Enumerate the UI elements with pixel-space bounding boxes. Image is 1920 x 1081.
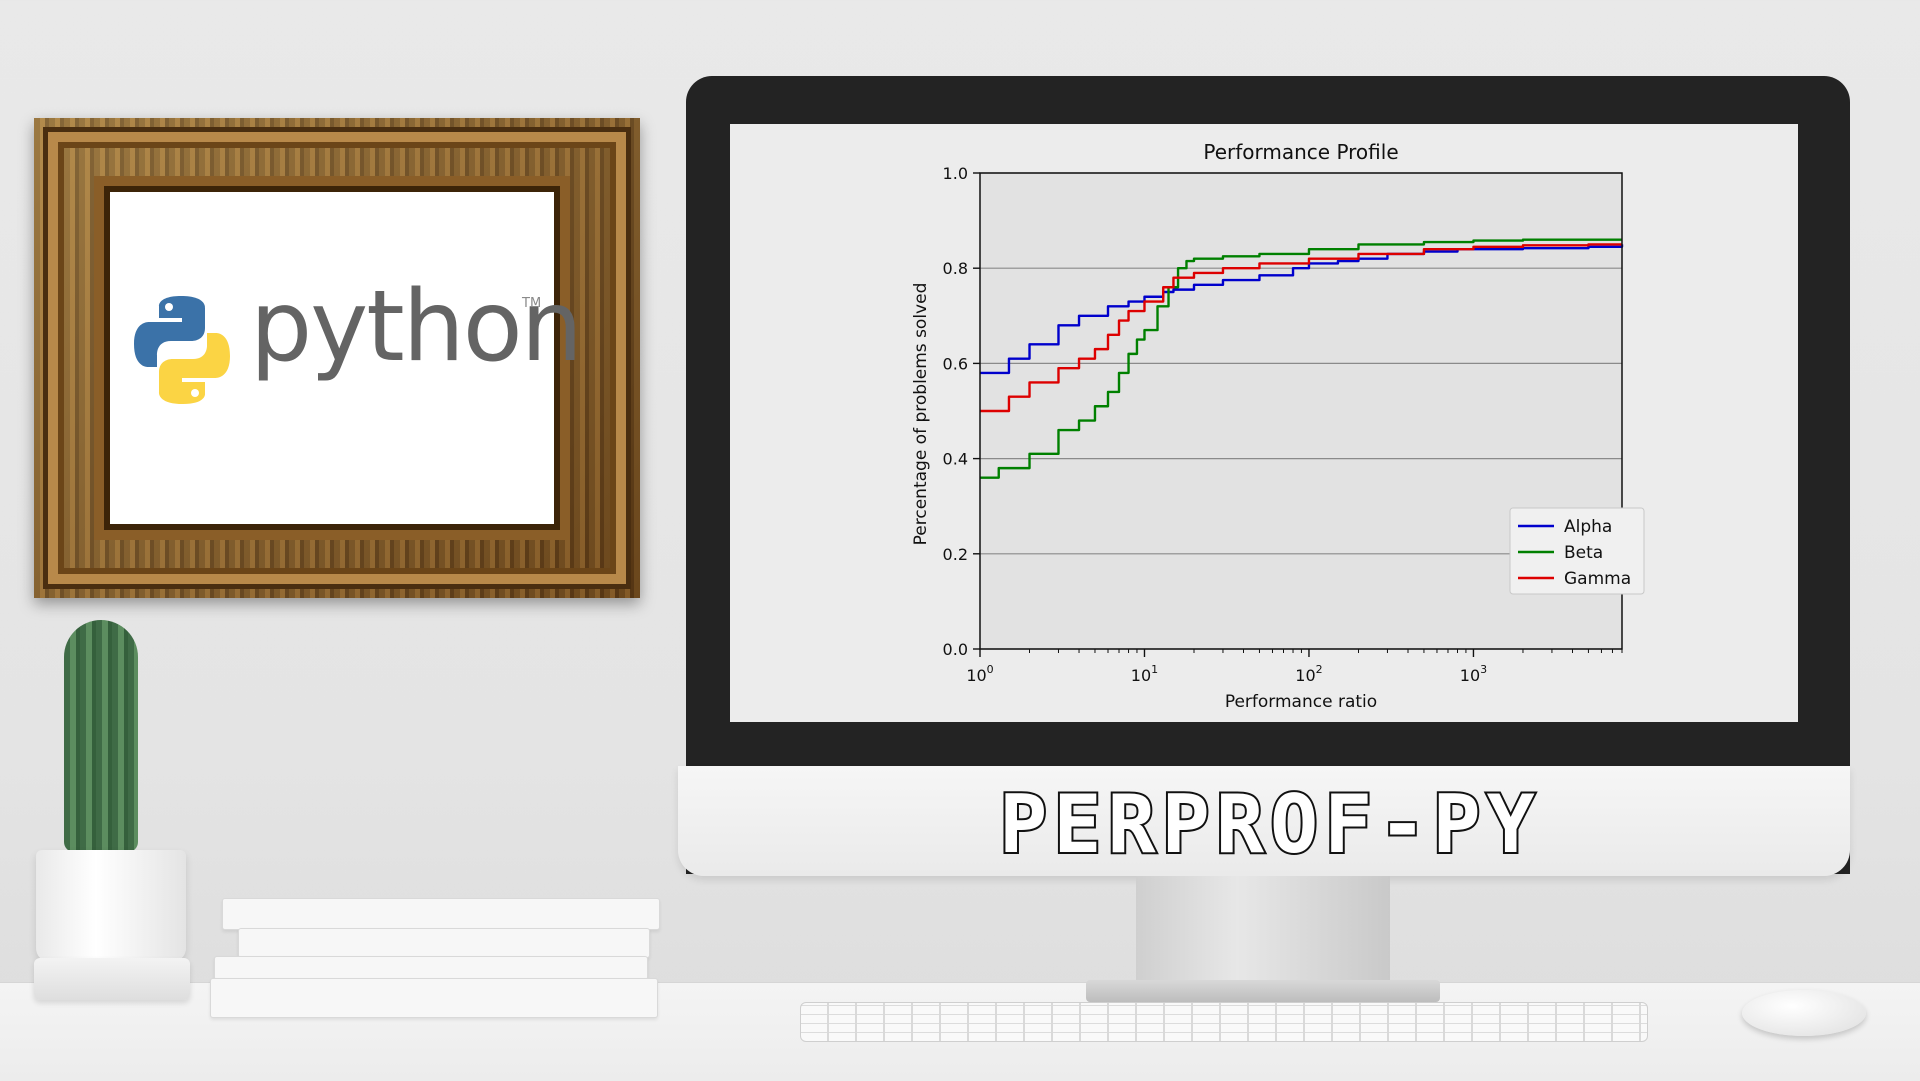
y-tick-label: 0.8 <box>943 259 968 278</box>
pot-saucer <box>34 958 190 1000</box>
performance-profile-chart: 0.0 0.2 0.4 0.6 0.8 1.0 100 101 102 103 Performan… <box>911 140 1645 712</box>
python-wordmark: python <box>250 270 583 384</box>
monitor-stand-base <box>1086 980 1440 1002</box>
python-logo-canvas: python TM <box>104 186 583 530</box>
chart-title: Performance Profile <box>1203 140 1398 164</box>
y-tick-label: 0.2 <box>943 545 968 564</box>
x-tick-label: 102 <box>1295 663 1322 685</box>
trademark-mark: TM <box>522 296 542 311</box>
perprof-py-brand: PERPROF-PY <box>997 786 1541 866</box>
y-tick-label: 0.0 <box>943 640 968 659</box>
cactus-plant <box>64 620 138 852</box>
x-tick-label: 103 <box>1460 663 1487 685</box>
y-tick-label: 0.6 <box>943 354 968 373</box>
legend-label-gamma: Gamma <box>1564 569 1631 589</box>
legend-box <box>1509 507 1645 595</box>
python-snake-icon <box>134 296 230 404</box>
brand-text: PERPROF-PY <box>999 786 1541 866</box>
x-tick-label: 100 <box>966 663 993 685</box>
keyboard <box>800 1002 1648 1042</box>
book-stack-bottom <box>210 978 658 1018</box>
x-tick-label: 101 <box>1131 663 1158 685</box>
monitor-stand <box>1136 876 1390 994</box>
mouse <box>1742 990 1866 1036</box>
legend-label-alpha: Alpha <box>1564 517 1612 537</box>
chart-legend: Alpha Beta Gamma <box>1509 507 1645 595</box>
legend-label-beta: Beta <box>1564 543 1603 563</box>
picture-frame: python TM <box>34 118 640 598</box>
book-stack-3 <box>214 956 648 980</box>
book-stack-2 <box>238 928 650 958</box>
monitor-screen: 0.0 0.2 0.4 0.6 0.8 1.0 100 101 102 103 Performan… <box>730 124 1798 722</box>
y-tick-label: 0.4 <box>943 450 968 469</box>
series-line-gamma <box>980 243 1622 413</box>
y-axis-label: Percentage of problems solved <box>911 283 931 546</box>
book-stack-top <box>222 898 660 930</box>
series-line-beta <box>980 238 1622 479</box>
plot-frame <box>979 172 1623 650</box>
monitor-chin <box>678 766 1850 876</box>
y-tick-label: 1.0 <box>943 164 968 183</box>
plant-pot <box>36 850 186 962</box>
x-axis-label: Performance ratio <box>1225 692 1377 712</box>
